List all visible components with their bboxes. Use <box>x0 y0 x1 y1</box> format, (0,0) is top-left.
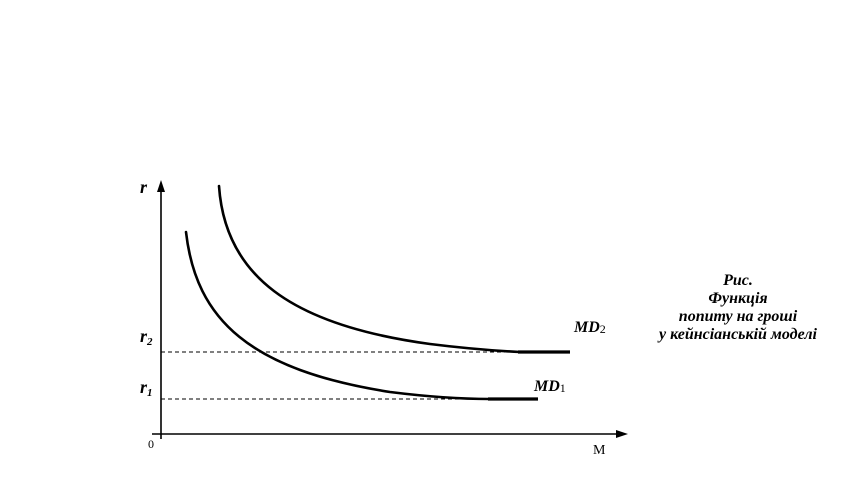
r1-label: r1 <box>140 377 153 399</box>
md2-label: MD2 <box>573 319 606 336</box>
figure-caption: Рис. Функція попиту на гроші у кейнсіанс… <box>624 272 852 344</box>
y-axis-arrow <box>157 180 165 192</box>
caption-line-1: Рис. <box>723 272 753 289</box>
md1-label: MD1 <box>533 378 566 395</box>
y-axis-label: r <box>140 177 148 197</box>
x-axis-label: M <box>593 443 606 458</box>
x-axis-arrow <box>616 430 628 438</box>
r2-label: r2 <box>140 326 153 348</box>
md1-curve <box>184 230 492 401</box>
caption-line-4: у кейнсіанській моделі <box>659 326 817 343</box>
caption-line-3: попиту на гроші <box>678 308 798 325</box>
md2-curve <box>217 184 522 354</box>
caption-line-2: Функція <box>708 290 768 307</box>
origin-label: 0 <box>148 437 154 451</box>
